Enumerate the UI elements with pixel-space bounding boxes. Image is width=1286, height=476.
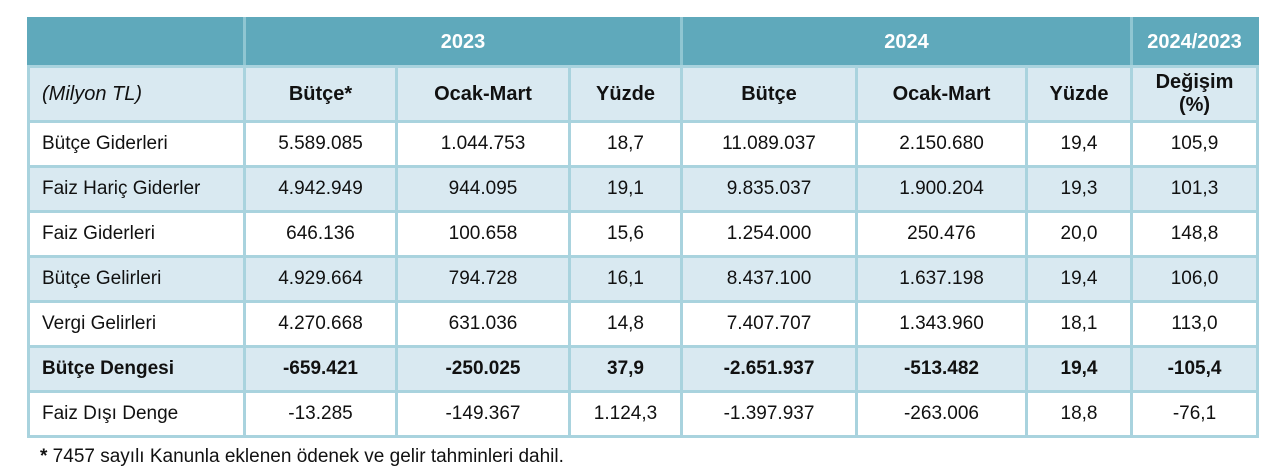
cell: -13.285 xyxy=(243,390,398,438)
cell: 20,0 xyxy=(1025,210,1133,258)
cell: -1.397.937 xyxy=(680,390,858,438)
cell: 1.900.204 xyxy=(855,165,1028,213)
cell: 18,1 xyxy=(1025,300,1133,348)
cell: 4.929.664 xyxy=(243,255,398,303)
cell: 8.437.100 xyxy=(680,255,858,303)
cell: 11.089.037 xyxy=(680,120,858,168)
col-header-ocak-mart-2023: Ocak-Mart xyxy=(395,65,571,123)
cell: 113,0 xyxy=(1130,300,1259,348)
cell: -2.651.937 xyxy=(680,345,858,393)
cell: 4.942.949 xyxy=(243,165,398,213)
cell: 944.095 xyxy=(395,165,571,213)
cell: 18,7 xyxy=(568,120,683,168)
cell: -659.421 xyxy=(243,345,398,393)
cell: 4.270.668 xyxy=(243,300,398,348)
cell: 15,6 xyxy=(568,210,683,258)
cell: 106,0 xyxy=(1130,255,1259,303)
cell: 1.044.753 xyxy=(395,120,571,168)
cell: 7.407.707 xyxy=(680,300,858,348)
cell: 5.589.085 xyxy=(243,120,398,168)
row-label: Bütçe Gelirleri xyxy=(27,255,246,303)
footnote-asterisk: * xyxy=(40,446,48,467)
year-header-ratio: 2024/2023 xyxy=(1130,17,1259,68)
col-header-budget-2024: Bütçe xyxy=(680,65,858,123)
cell: 19,4 xyxy=(1025,255,1133,303)
col-header-ocak-mart-2024: Ocak-Mart xyxy=(855,65,1028,123)
cell: 19,4 xyxy=(1025,345,1133,393)
cell: 1.124,3 xyxy=(568,390,683,438)
cell: 1.343.960 xyxy=(855,300,1028,348)
cell: -105,4 xyxy=(1130,345,1259,393)
table-row: Faiz Hariç Giderler 4.942.949 944.095 19… xyxy=(27,165,1259,213)
table-row: Bütçe Gelirleri 4.929.664 794.728 16,1 8… xyxy=(27,255,1259,303)
cell: -149.367 xyxy=(395,390,571,438)
row-label: Faiz Hariç Giderler xyxy=(27,165,246,213)
row-label: Bütçe Giderleri xyxy=(27,120,246,168)
cell: 2.150.680 xyxy=(855,120,1028,168)
unit-label: (Milyon TL) xyxy=(27,65,246,123)
cell: 646.136 xyxy=(243,210,398,258)
table-row: Faiz Giderleri 646.136 100.658 15,6 1.25… xyxy=(27,210,1259,258)
cell: 19,3 xyxy=(1025,165,1133,213)
cell: 16,1 xyxy=(568,255,683,303)
table-row: Vergi Gelirleri 4.270.668 631.036 14,8 7… xyxy=(27,300,1259,348)
cell: -250.025 xyxy=(395,345,571,393)
cell: 148,8 xyxy=(1130,210,1259,258)
cell: 18,8 xyxy=(1025,390,1133,438)
cell: 631.036 xyxy=(395,300,571,348)
cell: 1.637.198 xyxy=(855,255,1028,303)
cell: -263.006 xyxy=(855,390,1028,438)
col-header-yuzde-2024: Yüzde xyxy=(1025,65,1133,123)
cell: 794.728 xyxy=(395,255,571,303)
cell: 250.476 xyxy=(855,210,1028,258)
year-header-row: 2023 2024 2024/2023 xyxy=(27,17,1259,68)
cell: 100.658 xyxy=(395,210,571,258)
row-label: Faiz Giderleri xyxy=(27,210,246,258)
col-header-budget-2023: Bütçe* xyxy=(243,65,398,123)
cell: 9.835.037 xyxy=(680,165,858,213)
col-header-yuzde-2023: Yüzde xyxy=(568,65,683,123)
budget-table: 2023 2024 2024/2023 (Milyon TL) Bütçe* O… xyxy=(27,17,1259,438)
cell: 101,3 xyxy=(1130,165,1259,213)
cell: -76,1 xyxy=(1130,390,1259,438)
footnote-text: 7457 sayılı Kanunla eklenen ödenek ve ge… xyxy=(47,446,564,467)
cell: 105,9 xyxy=(1130,120,1259,168)
cell: -513.482 xyxy=(855,345,1028,393)
cell: 19,1 xyxy=(568,165,683,213)
year-header-2023: 2023 xyxy=(243,17,683,68)
col-header-degisim: Değişim (%) xyxy=(1130,65,1259,123)
row-label: Faiz Dışı Denge xyxy=(27,390,246,438)
table-row: Bütçe Giderleri 5.589.085 1.044.753 18,7… xyxy=(27,120,1259,168)
table-row-total: Bütçe Dengesi -659.421 -250.025 37,9 -2.… xyxy=(27,345,1259,393)
year-header-empty-cell xyxy=(27,17,246,68)
footnote: * 7457 sayılı Kanunla eklenen ödenek ve … xyxy=(40,446,564,468)
cell: 14,8 xyxy=(568,300,683,348)
cell: 37,9 xyxy=(568,345,683,393)
year-header-2024: 2024 xyxy=(680,17,1133,68)
cell: 1.254.000 xyxy=(680,210,858,258)
table-row: Faiz Dışı Denge -13.285 -149.367 1.124,3… xyxy=(27,390,1259,438)
row-label: Bütçe Dengesi xyxy=(27,345,246,393)
row-label: Vergi Gelirleri xyxy=(27,300,246,348)
column-header-row: (Milyon TL) Bütçe* Ocak-Mart Yüzde Bütçe… xyxy=(27,65,1259,123)
cell: 19,4 xyxy=(1025,120,1133,168)
